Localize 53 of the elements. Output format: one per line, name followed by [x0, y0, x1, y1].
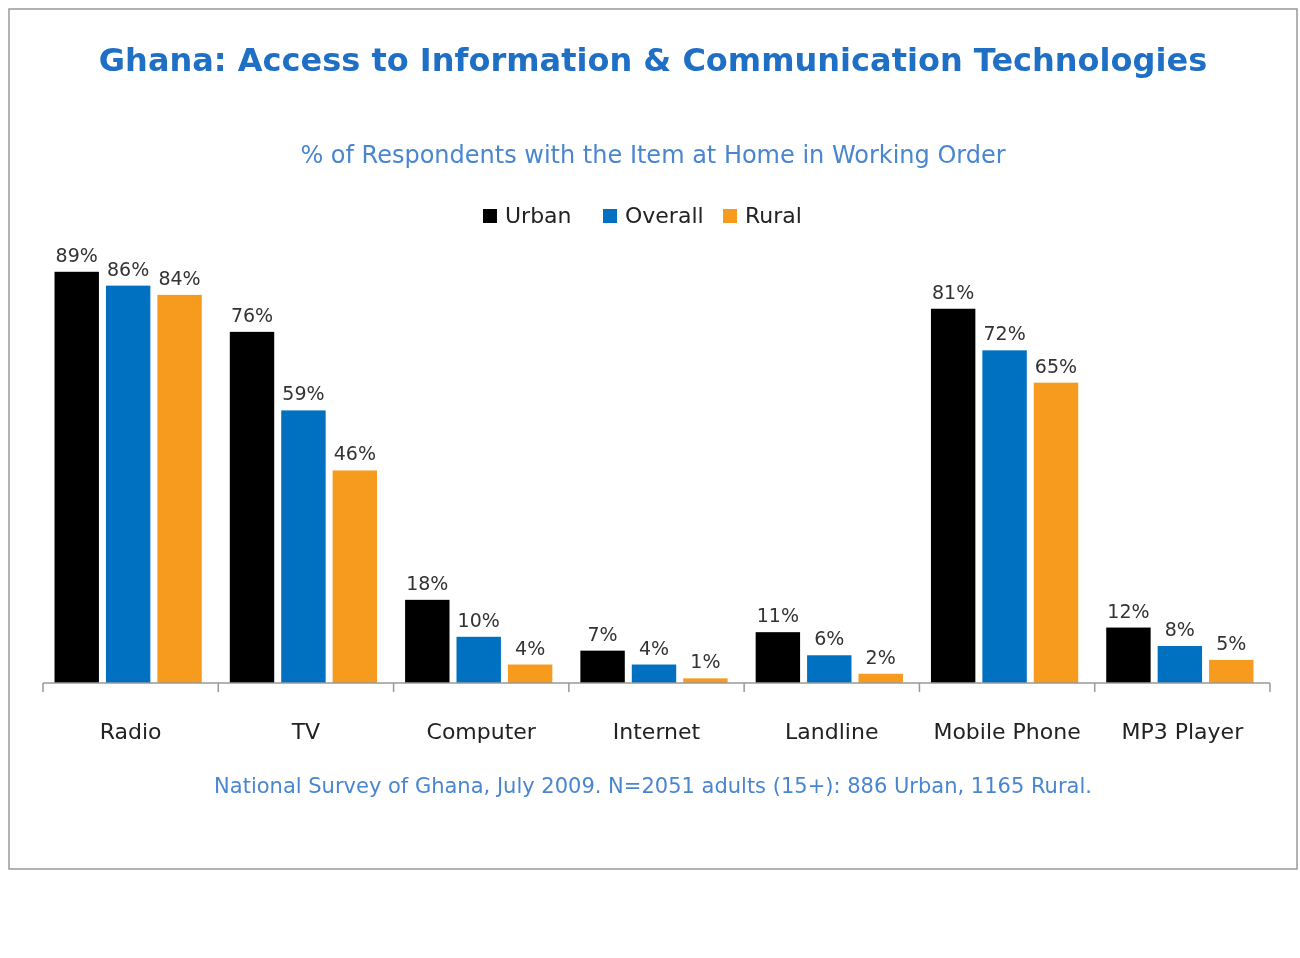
- bar: [807, 655, 852, 683]
- x-tick-label: TV: [290, 719, 321, 744]
- legend-label: Rural: [745, 203, 802, 228]
- x-tick-label: Radio: [99, 719, 162, 744]
- text: National Survey of Ghana, July 2009. N=2051 adults (15+): 886 Urban, 1165 Rural.: [214, 774, 1092, 798]
- bar: [507, 664, 553, 683]
- bar: [229, 331, 275, 683]
- x-tick-label: Computer: [426, 719, 537, 744]
- x-tick-label: Mobile Phone: [933, 719, 1081, 744]
- data-label: 2%: [865, 645, 896, 668]
- legend-label: Urban: [505, 203, 572, 228]
- bar: [456, 636, 501, 683]
- data-label: 46%: [333, 442, 376, 465]
- bar: [930, 308, 976, 683]
- data-label: 89%: [55, 243, 98, 266]
- bar: [1157, 646, 1203, 683]
- data-label: 8%: [1164, 618, 1195, 641]
- data-label: 11%: [756, 604, 799, 627]
- data-label: 1%: [690, 650, 721, 673]
- data-label: 86%: [107, 257, 150, 280]
- data-label: 84%: [158, 266, 201, 289]
- bar: [631, 664, 677, 683]
- data-label: 59%: [282, 382, 325, 405]
- bar: [157, 294, 202, 683]
- bar: [405, 599, 450, 683]
- bar: [580, 650, 625, 683]
- data-label: 81%: [932, 280, 975, 303]
- bar: [332, 470, 378, 683]
- x-tick-label: Internet: [612, 719, 701, 744]
- bar: [54, 271, 99, 683]
- data-label: 7%: [587, 622, 618, 645]
- data-label: 72%: [983, 322, 1026, 345]
- data-label: 76%: [230, 303, 274, 326]
- data-label: 4%: [515, 636, 546, 659]
- data-label: 6%: [814, 627, 845, 650]
- bar: [1106, 627, 1151, 683]
- bar: [1209, 659, 1254, 683]
- data-label: 65%: [1034, 354, 1078, 377]
- legend-label: Overall: [625, 203, 704, 228]
- chart-title: Ghana: Access to Information & Communication Technologies: [98, 41, 1208, 79]
- x-tick-label: Landline: [785, 719, 879, 744]
- data-label: 10%: [457, 608, 500, 631]
- x-tick-label: MP3 Player: [1121, 719, 1245, 744]
- chart-subtitle: % of Respondents with the Item at Home in Working Order: [300, 141, 1006, 169]
- data-label: 18%: [406, 571, 449, 594]
- data-label: 12%: [1107, 599, 1150, 622]
- bar: [1033, 382, 1079, 683]
- bar: [755, 632, 801, 683]
- bar: [982, 350, 1027, 683]
- data-label: 4%: [638, 636, 670, 659]
- bar: [105, 285, 151, 683]
- bar: [281, 410, 326, 683]
- data-label: 5%: [1216, 631, 1247, 654]
